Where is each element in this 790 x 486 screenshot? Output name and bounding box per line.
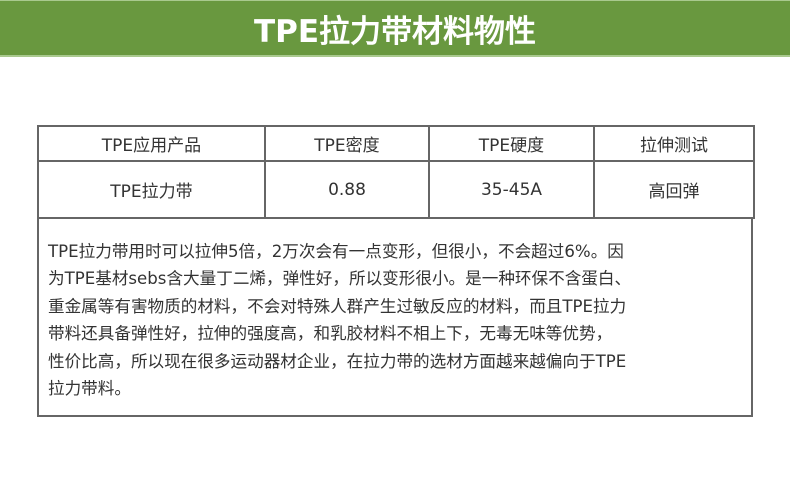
table-cell: 35-45A: [428, 160, 595, 219]
column-header: 拉伸测试: [593, 125, 755, 162]
title-banner: TPE拉力带材料物性: [0, 0, 790, 57]
properties-table: TPE应用产品 TPE密度 TPE硬度 拉伸测试 TPE拉力带 0.88 35-…: [37, 125, 755, 219]
table-cell: 高回弹: [593, 160, 755, 219]
page-title: TPE拉力带材料物性: [253, 13, 537, 50]
description-line: TPE拉力带用时可以拉伸5倍，2万次会有一点变形，但很小，不会超过6%。因: [48, 242, 624, 261]
description-line: 性价比高，所以现在很多运动器材企业，在拉力带的选材方面越来越偏向于TPE: [48, 351, 627, 371]
description-line: 为TPE基材sebs含大量丁二烯，弹性好，所以变形很小。是一种环保不含蛋白、: [48, 269, 632, 289]
description-line: 拉力带料。: [48, 379, 131, 399]
table-row: TPE拉力带 0.88 35-45A 高回弹: [37, 160, 755, 219]
description-line: 重金属等有害物质的材料，不会对特殊人群产生过敏反应的材料，而且TPE拉力: [48, 296, 627, 316]
table-header-row: TPE应用产品 TPE密度 TPE硬度 拉伸测试: [37, 125, 755, 162]
column-header: TPE密度: [264, 125, 430, 162]
description-box: TPE拉力带用时可以拉伸5倍，2万次会有一点变形，但很小，不会超过6%。因 为T…: [37, 218, 753, 417]
column-header: TPE硬度: [428, 125, 595, 162]
description-line: 带料还具备弹性好，拉伸的强度高，和乳胶材料不相上下，无毒无味等优势，: [48, 324, 613, 344]
table-cell: 0.88: [264, 160, 430, 219]
column-header: TPE应用产品: [37, 125, 266, 162]
table-cell: TPE拉力带: [37, 160, 266, 219]
